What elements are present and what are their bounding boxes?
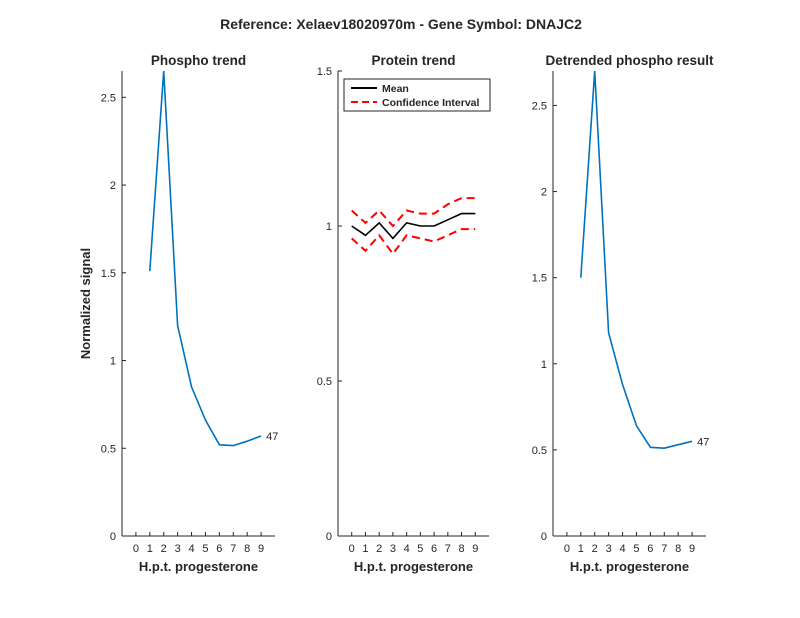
x-tick-label: 1 [362, 543, 368, 555]
x-tick-label: 9 [258, 543, 264, 555]
x-tick-label: 7 [230, 543, 236, 555]
x-tick-label: 6 [216, 543, 222, 555]
x-tick-label: 2 [592, 543, 598, 555]
x-tick-label: 0 [133, 543, 139, 555]
series-line [580, 70, 693, 450]
x-tick-label: 0 [349, 543, 355, 555]
x-tick-label: 7 [445, 543, 451, 555]
series-end-label: 47 [266, 431, 278, 443]
x-tick-label: 1 [578, 543, 584, 555]
y-tick-label: 1.5 [317, 66, 332, 78]
series-end-label: 47 [697, 436, 709, 448]
figure-title: Reference: Xelaev18020970m - Gene Symbol… [220, 16, 582, 32]
x-axis-label: H.p.t. progesterone [354, 559, 473, 574]
subplot-title: Protein trend [371, 53, 455, 68]
x-tick-label: 4 [188, 543, 194, 555]
legend-entry: Confidence Interval [382, 97, 480, 109]
x-tick-label: 7 [661, 543, 667, 555]
y-tick-label: 0 [326, 531, 332, 543]
y-tick-label: 2 [110, 180, 116, 192]
y-tick-label: 1.5 [532, 273, 547, 285]
x-axis-label: H.p.t. progesterone [139, 559, 258, 574]
y-tick-label: 1 [110, 356, 116, 368]
y-tick-label: 2.5 [101, 92, 116, 104]
mean-line [351, 212, 476, 240]
y-tick-label: 0.5 [317, 376, 332, 388]
y-axis-label: Normalized signal [78, 248, 93, 359]
y-tick-label: 0 [110, 531, 116, 543]
x-tick-label: 2 [161, 543, 167, 555]
x-tick-label: 0 [564, 543, 570, 555]
ci-bound-line [351, 197, 476, 228]
series-line [149, 70, 262, 447]
x-tick-label: 4 [619, 543, 625, 555]
y-tick-label: 0.5 [532, 445, 547, 457]
x-tick-label: 5 [417, 543, 423, 555]
subplot-title: Detrended phospho result [545, 53, 714, 68]
x-tick-label: 9 [472, 543, 478, 555]
ci-bound-line [351, 228, 476, 256]
y-tick-label: 2.5 [532, 100, 547, 112]
y-tick-label: 2 [541, 187, 547, 199]
x-tick-label: 6 [431, 543, 437, 555]
x-axis-label: H.p.t. progesterone [570, 559, 689, 574]
x-tick-label: 5 [202, 543, 208, 555]
legend: Mean Confidence Interval [343, 78, 491, 112]
x-tick-label: 2 [376, 543, 382, 555]
legend-box [343, 78, 491, 112]
x-tick-label: 1 [147, 543, 153, 555]
x-tick-label: 8 [244, 543, 250, 555]
x-tick-label: 3 [175, 543, 181, 555]
subplot-title: Phospho trend [151, 53, 246, 68]
y-tick-label: 1 [541, 359, 547, 371]
x-tick-label: 8 [675, 543, 681, 555]
y-tick-label: 1.5 [101, 268, 116, 280]
x-tick-label: 8 [458, 543, 464, 555]
legend-entry: Mean [382, 83, 409, 95]
y-tick-label: 0.5 [101, 443, 116, 455]
x-tick-label: 9 [689, 543, 695, 555]
x-tick-label: 5 [633, 543, 639, 555]
y-tick-label: 0 [541, 531, 547, 543]
x-tick-label: 6 [647, 543, 653, 555]
x-tick-label: 3 [390, 543, 396, 555]
x-tick-label: 3 [606, 543, 612, 555]
x-tick-label: 4 [404, 543, 410, 555]
y-tick-label: 1 [326, 221, 332, 233]
